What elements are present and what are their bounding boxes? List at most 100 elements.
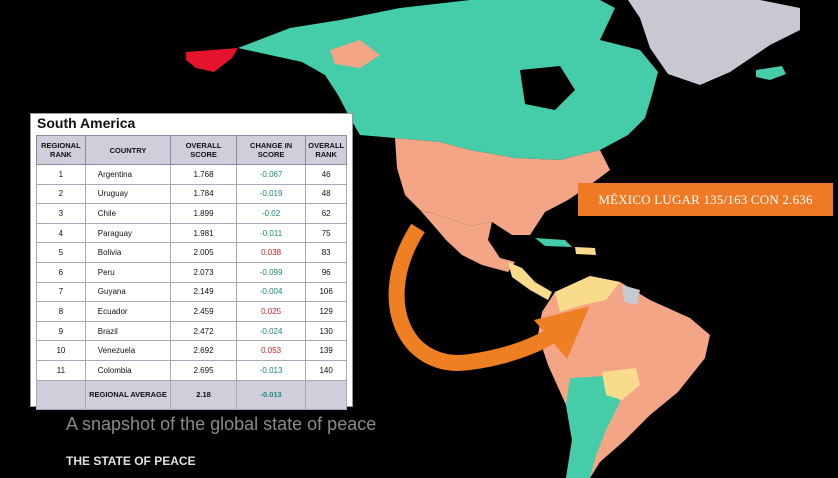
table-row: 10 Venezuela 2.692 0.053 139 [36,340,347,361]
cell-overall-score: 1.768 [170,164,237,185]
cell-change-in-score: 0.025 [235,301,307,322]
table-row: 8 Ecuador 2.459 0.025 129 [36,301,347,322]
cell-overall-score: 2.459 [170,301,237,322]
cell-regional-rank: 6 [36,261,86,283]
regional-average-row: REGIONAL AVERAGE 2.18 -0.013 [36,379,347,410]
cell-overall-score: 1.981 [170,222,237,244]
cell-overall-rank: 106 [305,281,347,303]
central-america-region [508,262,552,300]
cell-change-in-score: 0.038 [235,242,307,263]
table-row: 5 Bolivia 2.005 0.038 83 [36,242,347,263]
cell-overall-rank: 140 [305,359,347,381]
header-overall-score: OVERALL SCORE [170,135,237,165]
paraguay-uruguay-region [602,368,640,400]
cell-change-in-score: -0.02 [235,203,307,224]
cell-regional-rank: 8 [36,301,86,322]
header-change-in-score: CHANGE IN SCORE [235,135,307,165]
cell-overall-score: 2.149 [170,281,237,303]
cell-country: Guyana [84,281,172,303]
cell-country: Venezuela [84,340,172,361]
cell-overall-rank: 139 [305,340,347,361]
cell-country: Paraguay [84,222,172,244]
average-label: REGIONAL AVERAGE [84,379,172,410]
cell-overall-rank: 75 [305,222,347,244]
cell-change-in-score: -0.013 [235,359,307,381]
cell-change-in-score: 0.053 [235,340,307,361]
cell-regional-rank: 5 [36,242,86,263]
cell-regional-rank: 2 [36,183,86,205]
cell-country: Uruguay [84,183,172,205]
header-country: COUNTRY [84,135,172,165]
cell-regional-rank: 7 [36,281,86,303]
table-header-row: REGIONAL RANK COUNTRY OVERALL SCORE CHAN… [36,135,347,165]
table-title: South America [37,115,136,131]
hispaniola-region [575,247,596,255]
cell-overall-rank: 46 [305,164,347,185]
cell-change-in-score: -0.019 [235,183,307,205]
iceland-region [756,66,786,80]
cell-overall-score: 2.073 [170,261,237,283]
cell-change-in-score: -0.011 [235,222,307,244]
cell-country: Bolivia [84,242,172,263]
greenland-region [628,0,800,85]
cell-overall-score: 2.692 [170,340,237,361]
mexico-region [420,210,515,272]
table-row: 1 Argentina 1.768 -0.067 46 [36,164,347,185]
guyana-region [622,285,640,305]
header-overall-rank: OVERALL RANK [305,135,347,165]
cell-overall-rank: 129 [305,301,347,322]
cell-regional-rank: 3 [36,203,86,224]
table-row: 2 Uruguay 1.784 -0.019 48 [36,183,347,205]
snapshot-caption: A snapshot of the global state of peace [66,414,377,434]
south-america-table-panel: South America REGIONAL RANK COUNTRY OVER… [30,113,353,410]
cell-overall-rank: 83 [305,242,347,263]
cell-overall-score: 2.472 [170,320,237,342]
table-row: 11 Colombia 2.695 -0.013 140 [36,359,347,381]
cell-overall-score: 2.005 [170,242,237,263]
cell-change-in-score: -0.024 [235,320,307,342]
argentina-chile-region [566,376,620,478]
average-empty-cell [36,379,86,410]
table-row: 4 Paraguay 1.981 -0.011 75 [36,222,347,244]
cell-country: Ecuador [84,301,172,322]
alaska-region [186,48,238,72]
cell-overall-score: 1.899 [170,203,237,224]
colombia-venezuela-region [555,276,620,312]
cell-regional-rank: 9 [36,320,86,342]
cell-regional-rank: 1 [36,164,86,185]
cell-overall-rank: 96 [305,261,347,283]
cell-regional-rank: 10 [36,340,86,361]
table-row: 7 Guyana 2.149 -0.004 106 [36,281,347,303]
average-overall-score: 2.18 [170,379,237,410]
cell-overall-rank: 48 [305,183,347,205]
hudson-bay-water [520,66,575,110]
cell-change-in-score: -0.067 [235,164,307,185]
canada-region [238,0,658,160]
canada-arctic-islands [330,40,380,68]
table-row: 6 Peru 2.073 -0.099 96 [36,261,347,283]
header-regional-rank: REGIONAL RANK [36,135,86,165]
average-change: -0.013 [235,379,307,410]
usa-region [395,138,610,235]
rankings-table: REGIONAL RANK COUNTRY OVERALL SCORE CHAN… [36,135,347,410]
mexico-callout: MÉXICO LUGAR 135/163 CON 2.636 [578,183,833,216]
cell-regional-rank: 11 [36,359,86,381]
cell-overall-score: 2.695 [170,359,237,381]
cell-country: Brazil [84,320,172,342]
cell-change-in-score: -0.099 [235,261,307,283]
cell-regional-rank: 4 [36,222,86,244]
cell-country: Peru [84,261,172,283]
cell-country: Chile [84,203,172,224]
cuba-region [535,238,572,247]
cell-overall-score: 1.784 [170,183,237,205]
cell-country: Colombia [84,359,172,381]
state-of-peace-heading: THE STATE OF PEACE [66,454,196,468]
cell-change-in-score: -0.004 [235,281,307,303]
cell-country: Argentina [84,164,172,185]
table-row: 3 Chile 1.899 -0.02 62 [36,203,347,224]
table-row: 9 Brazil 2.472 -0.024 130 [36,320,347,342]
cell-overall-rank: 130 [305,320,347,342]
curved-arrow [388,223,590,371]
average-empty-rank [305,379,347,410]
